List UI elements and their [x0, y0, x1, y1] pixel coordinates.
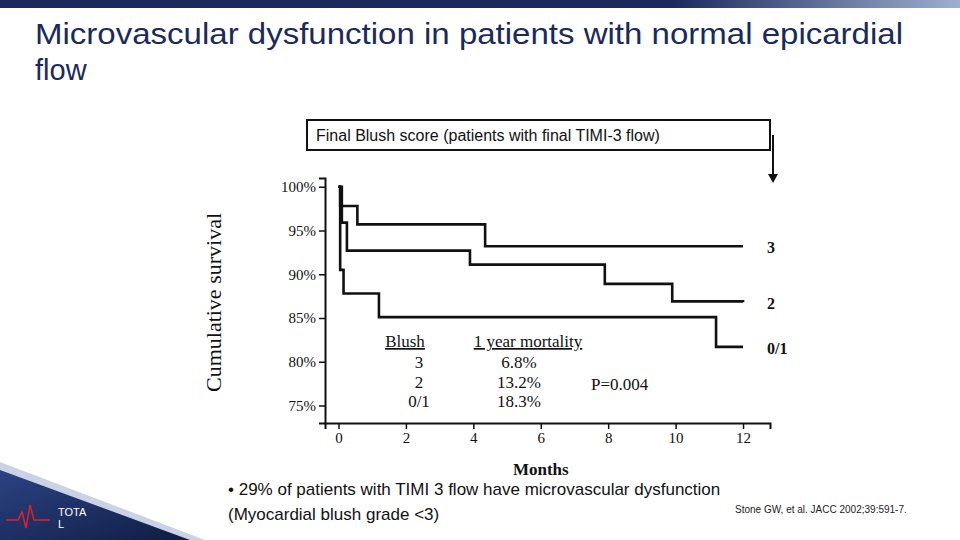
y-axis-title: Cumulative survival: [201, 213, 226, 392]
y-tick-label: 75%: [289, 398, 317, 414]
y-tick-label: 95%: [289, 223, 317, 239]
x-tick-mark: [338, 423, 340, 429]
table-cell: 6.8%: [501, 353, 536, 372]
survival-line: [338, 187, 743, 347]
title-line: Microvascular dysfunction in patients wi…: [35, 18, 903, 50]
x-tick-label: 0: [335, 430, 343, 446]
y-tick: 75%: [289, 398, 326, 414]
table-header: 1 year mortality: [474, 332, 583, 351]
y-tick: 90%: [289, 267, 326, 283]
y-tick-label: 80%: [289, 354, 317, 370]
table-cell: 18.3%: [497, 392, 541, 411]
x-tick-mark: [406, 423, 408, 429]
x-tick-mark: [608, 423, 610, 429]
y-tick-mark: [319, 230, 325, 232]
y-tick-mark: [319, 362, 325, 364]
y-tick-mark: [319, 318, 325, 320]
y-tick-mark: [319, 274, 325, 276]
x-tick: 4: [470, 423, 478, 446]
y-tick-mark: [319, 187, 325, 189]
series-label: 2: [767, 295, 775, 312]
x-tick: 6: [538, 423, 546, 446]
x-tick: 0: [335, 423, 343, 446]
title-arrow-line: [772, 135, 774, 174]
logo-ecg: [6, 505, 50, 528]
p-value: P=0.004: [591, 375, 649, 394]
x-axis-title: Months: [513, 460, 569, 479]
mortality-table: Blush 1 year mortality 3 6.8% 2 13.2% 0/1 18.3%: [385, 332, 583, 411]
logo-band: [0, 462, 205, 540]
x-tick: 10: [669, 423, 684, 446]
x-tick-label: 8: [605, 430, 613, 446]
y-tick-mark: [319, 405, 325, 407]
y-axis-line: [319, 179, 326, 424]
chart: Final Blush score (patients with final T…: [201, 120, 787, 479]
logo-text: L: [58, 518, 64, 530]
x-tick-mark: [473, 423, 475, 429]
x-tick-label: 4: [470, 430, 478, 446]
y-tick: 80%: [289, 354, 326, 370]
x-tick: 8: [605, 423, 613, 446]
x-axis: 0 2 4 6 8 10 12: [326, 423, 771, 446]
y-tick: 100%: [281, 179, 325, 195]
table-cell: 13.2%: [497, 373, 541, 392]
slide: Microvascular dysfunction in patients wi…: [0, 0, 960, 540]
table-cell: 0/1: [408, 392, 430, 411]
y-tick: 85%: [289, 310, 326, 326]
survival-line: [338, 187, 743, 247]
logo-text: TOTA: [58, 506, 87, 518]
table-cell: 3: [415, 353, 424, 372]
title-line: flow: [35, 54, 88, 86]
citation: Stone GW, et al. JACC 2002;39:591-7.: [735, 504, 907, 515]
x-tick-mark: [541, 423, 543, 429]
slide-title: Microvascular dysfunction in patients wi…: [35, 18, 903, 86]
table-header: Blush: [385, 332, 425, 351]
x-tick-mark: [675, 423, 677, 429]
bullet-line: (Myocardial blush grade <3): [228, 505, 439, 524]
series-label: 0/1: [767, 340, 787, 357]
y-tick: 95%: [289, 223, 326, 239]
x-tick: 2: [403, 423, 411, 446]
x-tick: 12: [736, 423, 751, 446]
survival-line: [338, 187, 743, 303]
x-tick-label: 6: [538, 430, 546, 446]
y-tick-label: 100%: [281, 179, 316, 195]
series-label: 3: [767, 239, 775, 256]
plot-marks: [338, 187, 743, 347]
y-axis: 75% 80% 85% 90% 95% 100%: [281, 179, 326, 424]
y-tick-label: 90%: [289, 267, 317, 283]
chart-title: Final Blush score (patients with final T…: [316, 127, 660, 144]
logo-shape: [0, 470, 190, 540]
title-arrow-head: [768, 174, 778, 183]
x-tick-label: 2: [403, 430, 411, 446]
table-cell: 2: [415, 373, 424, 392]
x-axis-line: [326, 424, 771, 430]
y-tick-label: 85%: [289, 310, 317, 326]
x-tick-label: 10: [669, 430, 684, 446]
x-tick-mark: [743, 423, 745, 429]
x-tick-label: 12: [736, 430, 751, 446]
bullet-line: • 29% of patients with TIMI 3 flow have …: [228, 480, 720, 499]
top-band: [0, 0, 960, 8]
chart-title-box: [307, 120, 770, 150]
